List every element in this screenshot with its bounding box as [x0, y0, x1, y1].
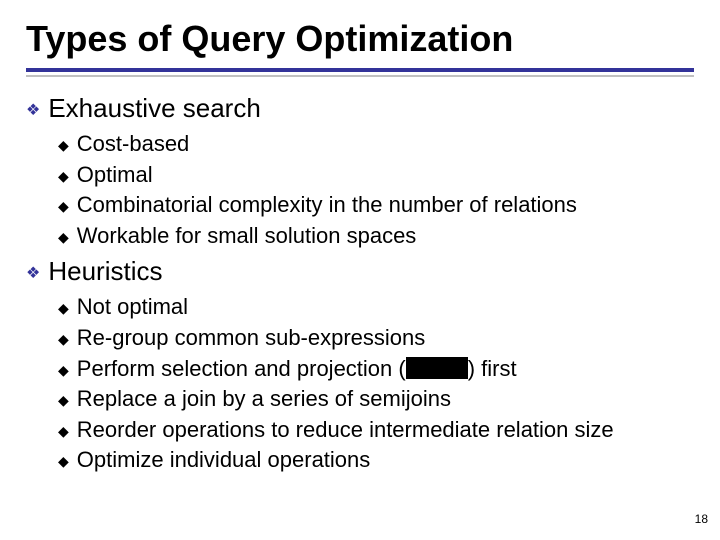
list-item: ◆ Perform selection and projection () fi…: [58, 355, 694, 384]
section-heading: ❖ Heuristics: [26, 256, 694, 289]
slide-title: Types of Query Optimization: [0, 0, 720, 68]
list-item: ◆ Reorder operations to reduce intermedi…: [58, 416, 694, 445]
list-item-text: Replace a join by a series of semijoins: [77, 385, 451, 414]
list-item: ◆ Workable for small solution spaces: [58, 222, 694, 251]
diamond-outline-icon: ❖: [26, 98, 40, 124]
diamond-icon: ◆: [58, 165, 69, 187]
underline-primary: [26, 68, 694, 72]
diamond-icon: ◆: [58, 134, 69, 156]
redacted-block: [406, 357, 468, 379]
list-item-text: Not optimal: [77, 293, 188, 322]
list-item-text: Perform selection and projection () firs…: [77, 355, 517, 384]
section-heading-text: Heuristics: [48, 256, 162, 287]
diamond-icon: ◆: [58, 328, 69, 350]
diamond-icon: ◆: [58, 297, 69, 319]
section-heading-text: Exhaustive search: [48, 93, 260, 124]
list-item: ◆ Cost-based: [58, 130, 694, 159]
diamond-icon: ◆: [58, 450, 69, 472]
section-heading: ❖ Exhaustive search: [26, 93, 694, 126]
list-item: ◆ Not optimal: [58, 293, 694, 322]
list-item-text: Reorder operations to reduce intermediat…: [77, 416, 614, 445]
list-item: ◆ Optimize individual operations: [58, 446, 694, 475]
list-item: ◆ Replace a join by a series of semijoin…: [58, 385, 694, 414]
list-item: ◆ Combinatorial complexity in the number…: [58, 191, 694, 220]
list-item-text: Workable for small solution spaces: [77, 222, 417, 251]
list-item: ◆ Optimal: [58, 161, 694, 190]
list-item-text: Cost-based: [77, 130, 190, 159]
diamond-icon: ◆: [58, 389, 69, 411]
list-item: ◆ Re-group common sub-expressions: [58, 324, 694, 353]
list-item-text: Optimize individual operations: [77, 446, 371, 475]
slide-content: ❖ Exhaustive search ◆ Cost-based ◆ Optim…: [0, 77, 720, 475]
diamond-icon: ◆: [58, 359, 69, 381]
list-item-text: Re-group common sub-expressions: [77, 324, 426, 353]
diamond-icon: ◆: [58, 226, 69, 248]
title-underline: [0, 68, 720, 77]
list-item-text: Optimal: [77, 161, 153, 190]
page-number: 18: [695, 512, 708, 526]
diamond-outline-icon: ❖: [26, 261, 40, 287]
list-item-text: Combinatorial complexity in the number o…: [77, 191, 577, 220]
slide: Types of Query Optimization ❖ Exhaustive…: [0, 0, 720, 540]
diamond-icon: ◆: [58, 420, 69, 442]
diamond-icon: ◆: [58, 195, 69, 217]
